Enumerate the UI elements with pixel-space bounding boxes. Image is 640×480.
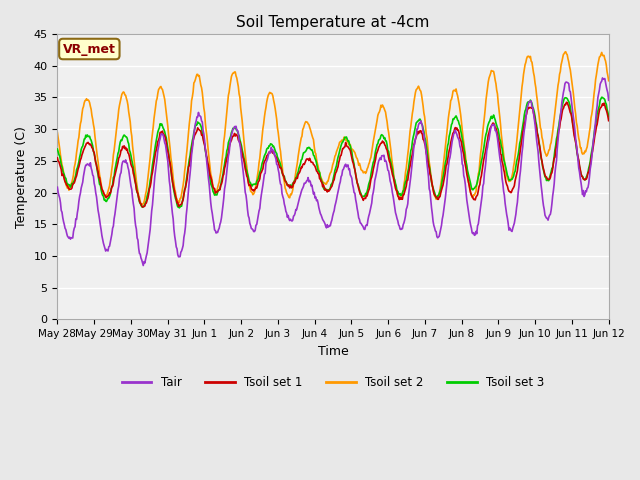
Title: Soil Temperature at -4cm: Soil Temperature at -4cm [236, 15, 429, 30]
Legend: Tair, Tsoil set 1, Tsoil set 2, Tsoil set 3: Tair, Tsoil set 1, Tsoil set 2, Tsoil se… [117, 371, 549, 394]
Text: VR_met: VR_met [63, 43, 116, 56]
Y-axis label: Temperature (C): Temperature (C) [15, 126, 28, 228]
X-axis label: Time: Time [317, 345, 348, 358]
